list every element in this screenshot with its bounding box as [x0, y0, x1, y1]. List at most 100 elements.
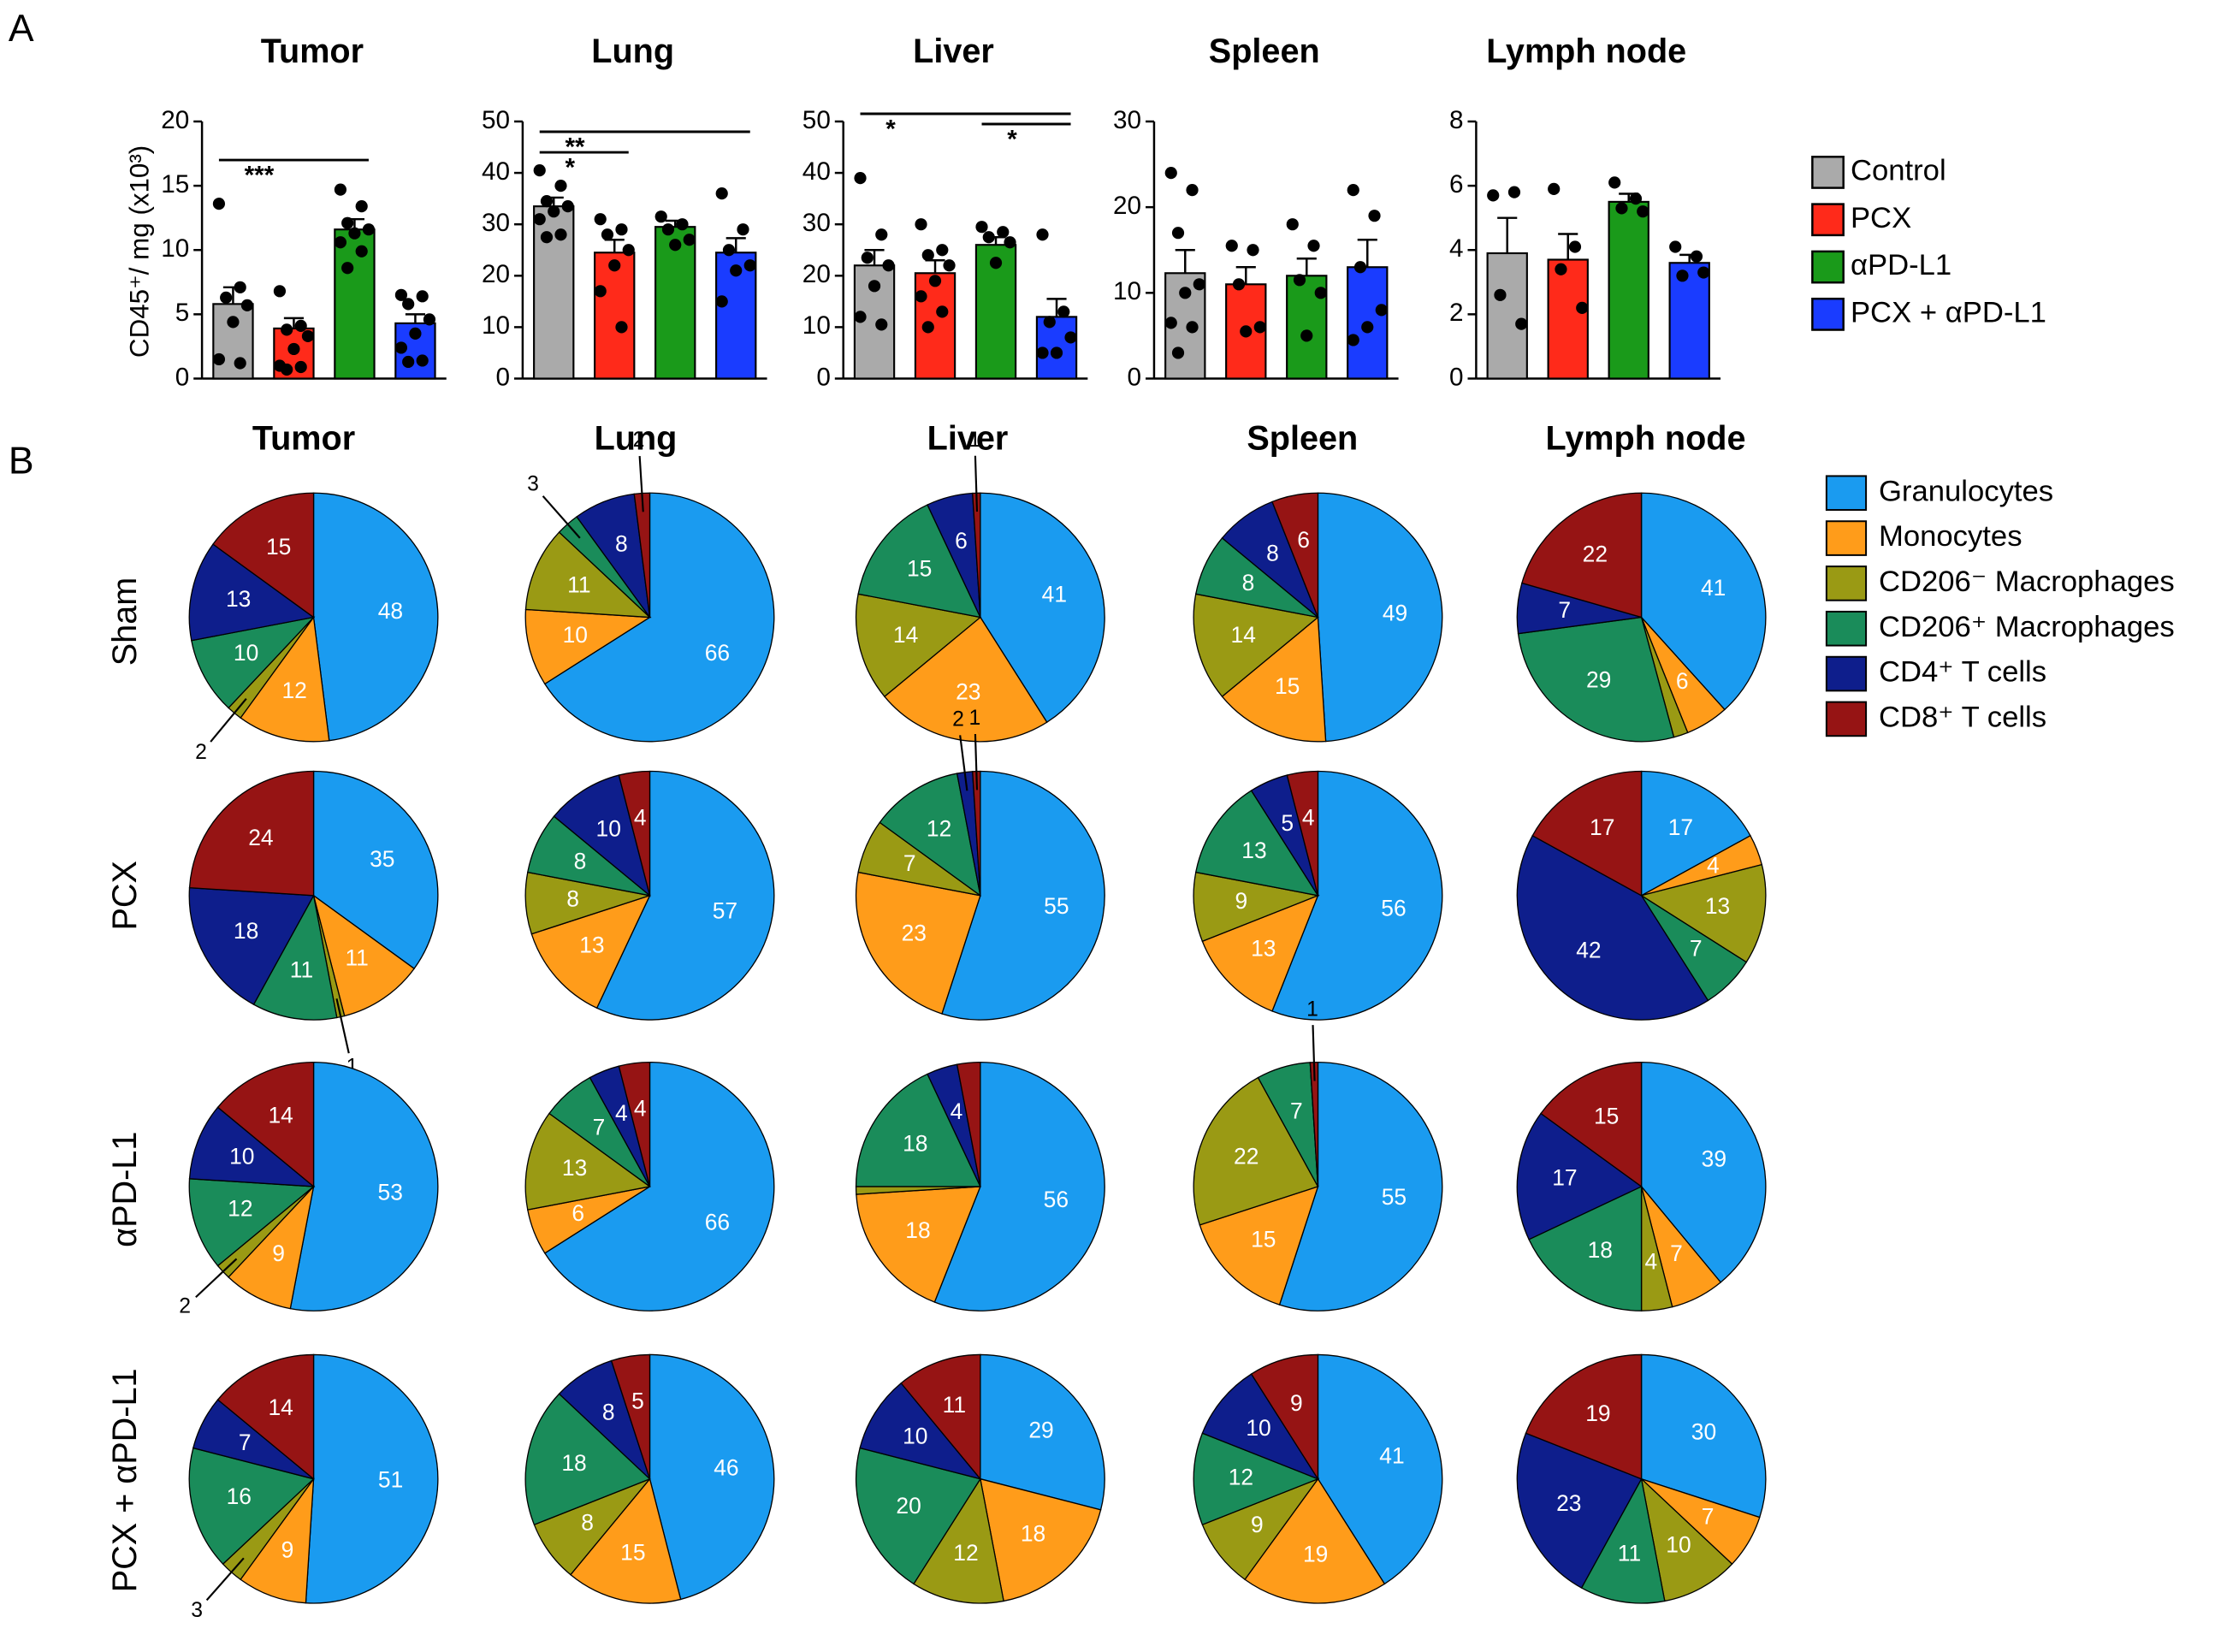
- data-point: [915, 290, 927, 303]
- data-point: [594, 285, 607, 298]
- pie-slice: [941, 770, 1105, 1021]
- slice-label: 7: [1702, 1504, 1715, 1530]
- slice-label: 12: [1229, 1465, 1253, 1490]
- slice-label: 15: [1275, 673, 1300, 699]
- slice-label: 11: [1618, 1541, 1641, 1566]
- data-point: [227, 316, 240, 329]
- legend-label: CD8⁺ T cells: [1879, 702, 2046, 734]
- data-point: [1240, 325, 1253, 338]
- data-point: [287, 342, 300, 356]
- data-point: [281, 363, 293, 376]
- slice-label: 19: [1303, 1542, 1328, 1567]
- y-tick-label: 10: [161, 234, 189, 263]
- slice-label: 10: [1246, 1415, 1270, 1441]
- data-point: [1004, 236, 1016, 249]
- pie-slice: [1271, 492, 1319, 618]
- slice-label: 7: [1558, 597, 1571, 623]
- slice-label: 41: [1042, 581, 1067, 607]
- data-point: [212, 352, 226, 366]
- data-point: [1629, 192, 1643, 205]
- slice-label: 15: [1594, 1104, 1619, 1129]
- slice-label: 6: [955, 528, 968, 554]
- slice-label: 9: [281, 1537, 294, 1562]
- slice-label: 18: [561, 1450, 586, 1476]
- slice-label: 22: [1234, 1144, 1259, 1169]
- y-tick-label: 30: [1113, 106, 1141, 134]
- pie-slice: [859, 1382, 982, 1480]
- pie-slice: [240, 1477, 315, 1604]
- error-bar: [1175, 249, 1195, 274]
- data-point: [861, 252, 874, 264]
- data-point: [943, 259, 956, 272]
- pie-slice: [524, 608, 652, 685]
- pie-slice: [188, 886, 315, 1006]
- slice-label: 13: [1241, 838, 1266, 863]
- bar: [533, 205, 575, 380]
- slice-label: 15: [1251, 1227, 1276, 1252]
- slice-label: 14: [269, 1394, 293, 1420]
- slice-label: 48: [378, 598, 403, 624]
- slice-label: 4: [634, 1096, 647, 1122]
- data-point: [921, 249, 934, 262]
- data-point: [416, 290, 429, 303]
- column-title: Liver: [927, 420, 1009, 458]
- slice-label: 23: [902, 921, 927, 946]
- slice-label: 4: [951, 1098, 963, 1124]
- y-tick-label: 0: [1128, 363, 1142, 391]
- legend-swatch: [1825, 520, 1868, 556]
- slice-label: 16: [227, 1483, 252, 1509]
- slice-label: 18: [903, 1131, 927, 1157]
- slice-label: 13: [1251, 935, 1276, 961]
- pie-slice: [1221, 616, 1327, 743]
- bar: [212, 303, 254, 380]
- data-point: [854, 172, 867, 185]
- data-point: [875, 318, 888, 331]
- slice-label: 15: [907, 555, 932, 581]
- legend-swatch: [1825, 610, 1868, 647]
- slice-label: 10: [903, 1423, 927, 1448]
- slice-label: 66: [705, 640, 730, 666]
- data-point: [989, 257, 1003, 269]
- data-point: [1314, 287, 1327, 299]
- data-point: [423, 313, 436, 326]
- slice-label: 8: [602, 1400, 615, 1425]
- data-point: [540, 195, 554, 208]
- pie-slice: [1278, 1061, 1443, 1312]
- leader-line: [195, 1258, 238, 1299]
- error-bar: [1046, 298, 1067, 317]
- data-point: [882, 259, 895, 272]
- y-tick-label: 6: [1449, 170, 1464, 198]
- data-point: [554, 228, 567, 241]
- data-point: [540, 231, 554, 244]
- leader-line: [638, 455, 644, 512]
- data-point: [654, 210, 667, 223]
- pie-slice: [1250, 1353, 1319, 1481]
- bar: [334, 228, 376, 380]
- pie-slice: [569, 1477, 682, 1604]
- legend-swatch: [1811, 203, 1845, 237]
- pie-slice: [1639, 863, 1767, 963]
- slice-label: 1: [968, 707, 980, 730]
- data-point: [548, 205, 560, 218]
- pie-slice: [857, 504, 982, 619]
- slice-label: 18: [905, 1217, 930, 1243]
- pie-slice: [879, 773, 981, 897]
- pie-slice: [1317, 492, 1443, 743]
- slice-label: 12: [927, 816, 951, 842]
- slice-label: 10: [234, 640, 258, 666]
- significance-label: **: [565, 133, 585, 162]
- data-point: [608, 259, 621, 272]
- legend-swatch: [1825, 565, 1868, 601]
- pie-slice: [312, 894, 416, 1017]
- pie-slice: [1286, 770, 1319, 896]
- pie-slice: [289, 1061, 439, 1312]
- data-point: [281, 323, 293, 336]
- data-point: [622, 244, 635, 257]
- legend-label: CD206⁻ Macrophages: [1879, 565, 2175, 598]
- slice-label: 11: [290, 957, 313, 983]
- bar: [1668, 262, 1710, 380]
- pie-slice: [1517, 616, 1675, 743]
- y-tick-label: 2: [1449, 299, 1464, 327]
- slice-label: 42: [1576, 937, 1601, 962]
- slice-label: 8: [581, 1510, 594, 1536]
